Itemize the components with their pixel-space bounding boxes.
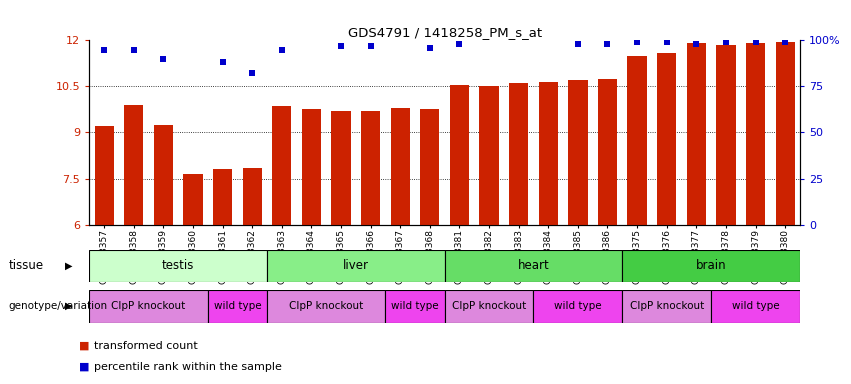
Text: ClpP knockout: ClpP knockout: [630, 301, 704, 311]
Bar: [598, 79, 617, 225]
Bar: [539, 82, 558, 225]
Bar: [568, 80, 587, 225]
Bar: [267, 290, 386, 323]
Bar: [450, 85, 469, 225]
Bar: [711, 290, 800, 323]
Bar: [89, 290, 208, 323]
Bar: [208, 290, 267, 323]
Bar: [746, 43, 765, 225]
Text: ■: ■: [79, 341, 89, 351]
Text: heart: heart: [517, 260, 550, 272]
Bar: [687, 43, 706, 225]
Text: transformed count: transformed count: [94, 341, 197, 351]
Text: ClpP knockout: ClpP knockout: [452, 301, 526, 311]
Text: ClpP knockout: ClpP knockout: [289, 301, 363, 311]
Bar: [124, 105, 143, 225]
Bar: [154, 125, 173, 225]
Text: liver: liver: [343, 260, 368, 272]
Text: wild type: wild type: [554, 301, 602, 311]
Bar: [272, 106, 291, 225]
Text: ■: ■: [79, 362, 89, 372]
Bar: [627, 56, 647, 225]
Bar: [444, 250, 622, 282]
Bar: [657, 53, 677, 225]
Bar: [622, 290, 711, 323]
Bar: [775, 42, 795, 225]
Text: genotype/variation: genotype/variation: [9, 301, 107, 311]
Bar: [331, 111, 351, 225]
Bar: [243, 168, 262, 225]
Bar: [444, 290, 534, 323]
Text: wild type: wild type: [391, 301, 439, 311]
Bar: [302, 109, 321, 225]
Text: wild type: wild type: [214, 301, 261, 311]
Text: wild type: wild type: [732, 301, 780, 311]
Bar: [534, 290, 622, 323]
Title: GDS4791 / 1418258_PM_s_at: GDS4791 / 1418258_PM_s_at: [347, 26, 542, 39]
Text: ▶: ▶: [65, 301, 72, 311]
Text: percentile rank within the sample: percentile rank within the sample: [94, 362, 282, 372]
Bar: [509, 83, 528, 225]
Bar: [94, 126, 114, 225]
Bar: [622, 250, 800, 282]
Bar: [386, 290, 444, 323]
Text: ClpP knockout: ClpP knockout: [111, 301, 186, 311]
Bar: [267, 250, 444, 282]
Bar: [361, 111, 380, 225]
Bar: [391, 108, 410, 225]
Text: testis: testis: [162, 260, 194, 272]
Bar: [183, 174, 203, 225]
Text: tissue: tissue: [9, 260, 43, 272]
Text: brain: brain: [696, 260, 727, 272]
Bar: [89, 250, 267, 282]
Bar: [479, 86, 499, 225]
Text: ▶: ▶: [65, 261, 72, 271]
Bar: [420, 109, 439, 225]
Bar: [717, 45, 735, 225]
Bar: [213, 169, 232, 225]
